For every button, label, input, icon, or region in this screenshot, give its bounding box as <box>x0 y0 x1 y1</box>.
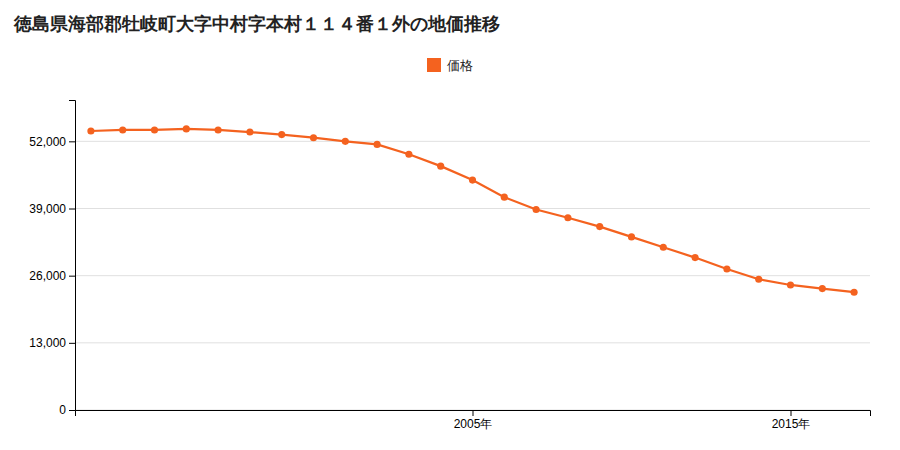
marker <box>692 254 699 261</box>
marks <box>87 125 857 295</box>
marker <box>405 151 412 158</box>
marker <box>87 127 94 134</box>
marker <box>501 194 508 201</box>
tick: 2015年 <box>772 410 811 431</box>
legend-label: 価格 <box>447 58 473 73</box>
tick-label: 26,000 <box>29 269 66 283</box>
marker <box>342 138 349 145</box>
tick-mark <box>69 410 75 411</box>
tick-label: 2015年 <box>772 417 811 431</box>
tick-label: 0 <box>59 403 66 417</box>
legend-swatch <box>427 58 441 72</box>
marker <box>723 265 730 272</box>
marker <box>660 244 667 251</box>
chart: 徳島県海部郡牡岐町大字中村字本村１１４番１外の地価推移 0 13,000 26,000… <box>0 0 900 450</box>
marker <box>819 285 826 292</box>
title: 徳島県海部郡牡岐町大字中村字本村１１４番１外の地価推移 <box>13 13 500 34</box>
axis-line <box>76 411 871 417</box>
marker <box>310 134 317 141</box>
tick-label: 13,000 <box>29 336 66 350</box>
marker <box>278 131 285 138</box>
y-axis: 0 13,000 26,000 39,000 52,000 <box>29 101 75 418</box>
tick-mark <box>69 343 75 344</box>
tick-mark <box>69 141 75 142</box>
marker <box>215 126 222 133</box>
grid-line <box>75 342 870 343</box>
tick-mark <box>473 410 474 416</box>
marker <box>533 206 540 213</box>
tick: 26,000 <box>29 269 75 283</box>
tick-mark <box>69 276 75 277</box>
tick: 2005年 <box>454 410 493 431</box>
tick: 39,000 <box>29 202 75 216</box>
marker <box>851 289 858 296</box>
marker <box>183 125 190 132</box>
tick: 0 <box>59 403 75 417</box>
tick: 13,000 <box>29 336 75 350</box>
tick-label: 52,000 <box>29 135 66 149</box>
tick-mark <box>69 209 75 210</box>
marker <box>119 126 126 133</box>
legend: 価格 <box>427 58 473 73</box>
marker <box>628 233 635 240</box>
marker <box>564 214 571 221</box>
marker <box>374 141 381 148</box>
grid-line <box>75 141 870 142</box>
marker <box>246 128 253 135</box>
marker <box>151 126 158 133</box>
tick-label: 39,000 <box>29 202 66 216</box>
marker <box>437 163 444 170</box>
marker <box>755 276 762 283</box>
x-axis: 2005年 2015年 <box>76 410 871 431</box>
grid-line <box>75 208 870 209</box>
line <box>91 129 854 292</box>
tick-label: 2005年 <box>454 417 493 431</box>
marker <box>596 223 603 230</box>
plot-area: 0 13,000 26,000 39,000 52,000 2005年 2015年 <box>29 101 870 431</box>
marker <box>787 281 794 288</box>
tick-mark <box>791 410 792 416</box>
tick: 52,000 <box>29 135 75 149</box>
legend-item: 価格 <box>427 58 473 73</box>
axis-line <box>69 101 76 411</box>
marker <box>469 177 476 184</box>
